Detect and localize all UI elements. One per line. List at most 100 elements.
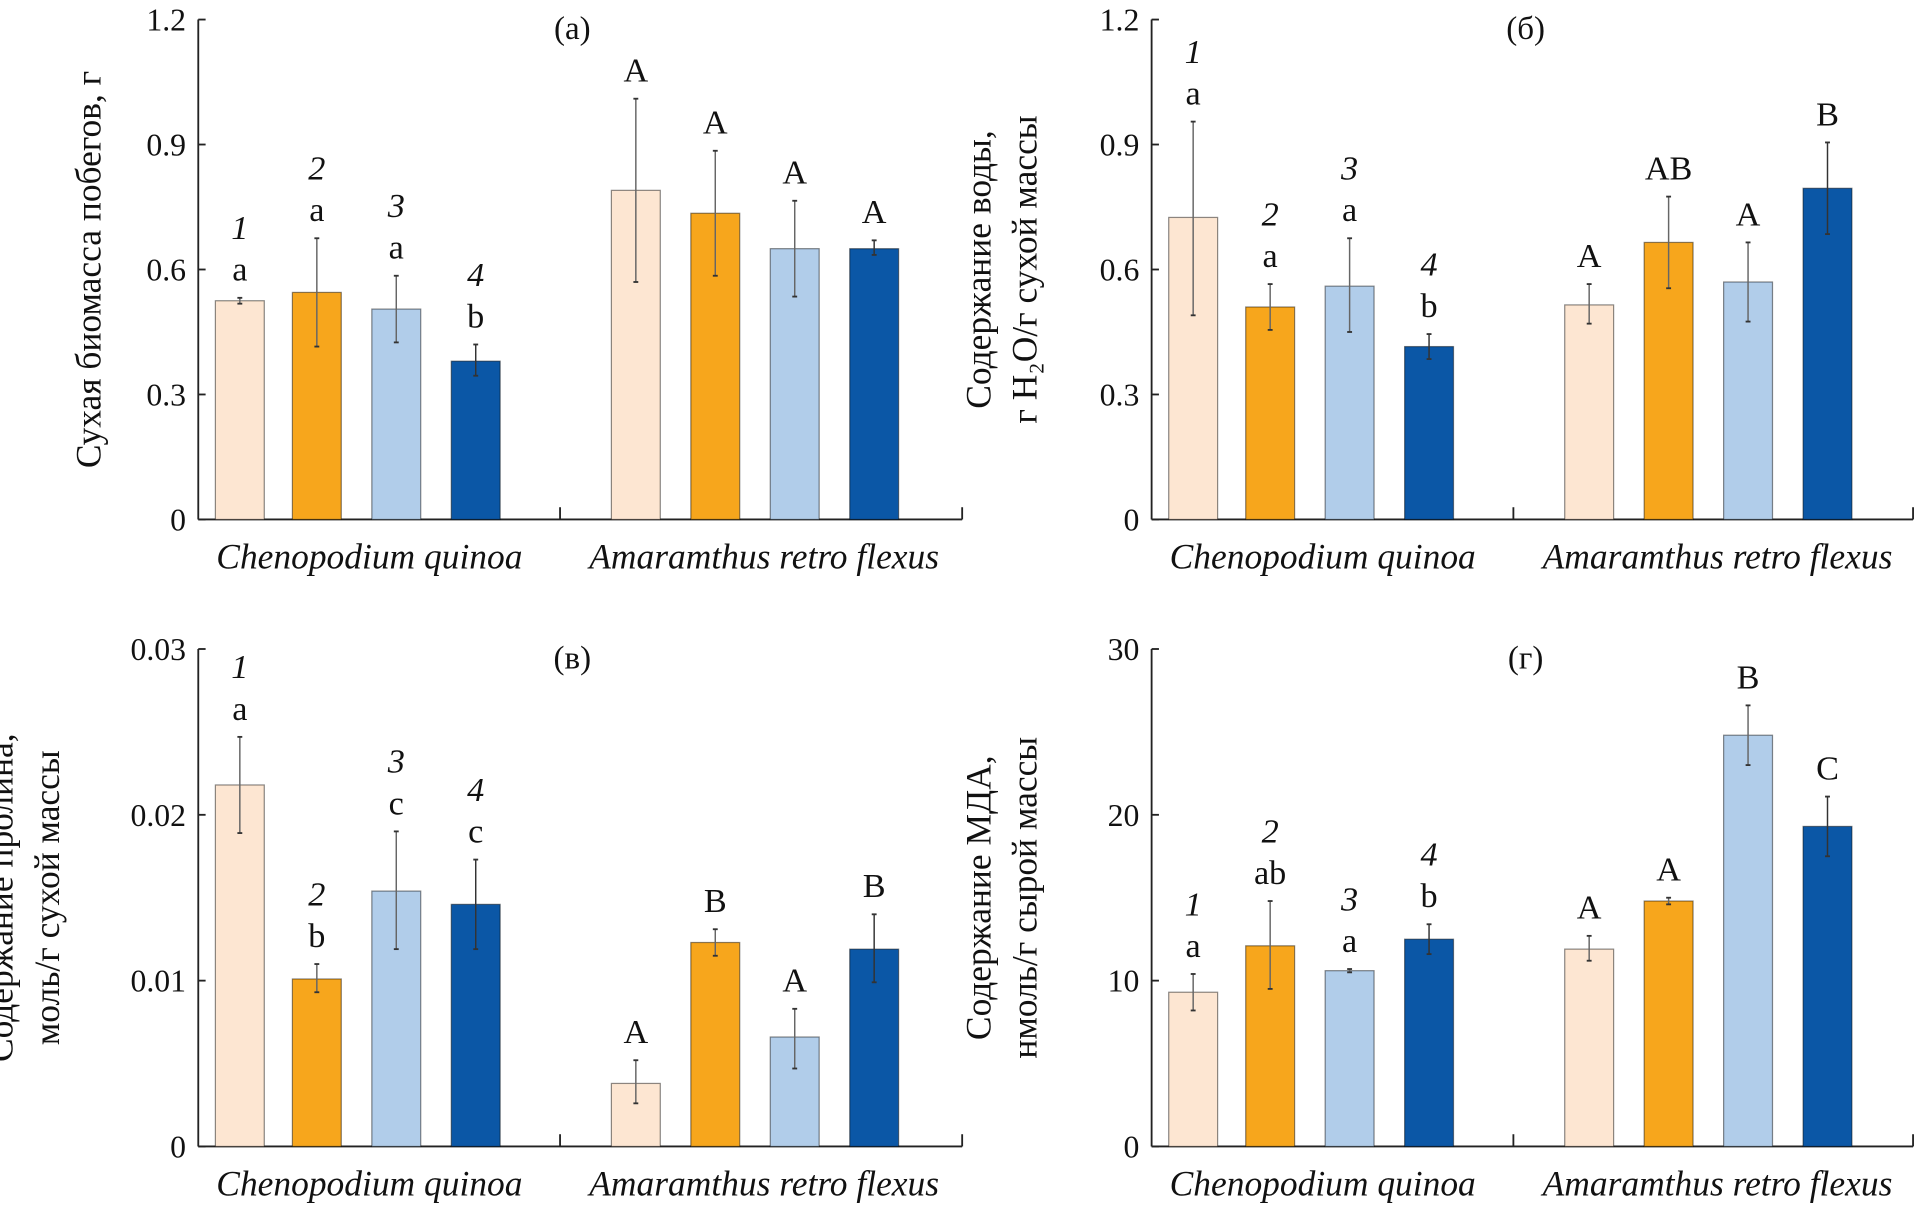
y-tick-label: 1.2	[146, 3, 186, 38]
panel-title: (г)	[1508, 641, 1544, 677]
significance-letter: B	[1816, 96, 1839, 133]
significance-letter: a	[389, 230, 404, 267]
significance-letter: b	[1421, 288, 1438, 325]
y-axis-label: Содержание МДА,	[958, 755, 998, 1040]
significance-letter: A	[1577, 890, 1602, 927]
panel-2: 0 0.3 0.6 0.9 1.2 (б) Содержание воды, г H₂O/г …	[958, 3, 1914, 576]
group-label: Chenopodium quinoa	[1170, 536, 1476, 576]
y-axis-label: Сухая биомасса побегов, г	[68, 71, 108, 468]
treatment-number: 4	[1421, 246, 1438, 283]
panel-3: 0 0.01 0.02 0.03 (в) Содержание пролина, моль/…	[0, 632, 964, 1203]
significance-letter: a	[309, 192, 324, 229]
treatment-number: 2	[308, 151, 325, 188]
significance-letter: A	[623, 53, 648, 90]
y-tick-label: 0.03	[130, 632, 186, 667]
significance-letter: AB	[1645, 150, 1693, 187]
y-tick-label: 20	[1108, 798, 1140, 833]
treatment-number: 1	[231, 649, 248, 686]
significance-letter: c	[389, 785, 404, 822]
treatment-number: 3	[387, 744, 405, 781]
significance-letter: a	[1263, 238, 1278, 275]
panel-4: 0 10 20 30 (г) Содержание МДА, нмоль/г сырой м…	[958, 632, 1914, 1203]
significance-letter: B	[1737, 659, 1760, 696]
group-label: Amaramthus retro flexus	[1541, 536, 1893, 576]
significance-letter: B	[863, 868, 886, 905]
bar	[1324, 970, 1375, 1148]
bar	[1802, 187, 1853, 521]
y-tick-label: 0.3	[1100, 377, 1140, 412]
y-tick-label: 0.6	[1100, 253, 1140, 288]
y-tick-label: 0.01	[130, 964, 186, 999]
group-label: Amaramthus retro flexus	[587, 1163, 939, 1203]
bar	[1168, 991, 1219, 1148]
treatment-number: 4	[467, 772, 484, 809]
treatment-number: 1	[1185, 886, 1202, 923]
bar	[1643, 900, 1694, 1148]
y-tick-label: 0	[1123, 502, 1139, 537]
significance-letter: A	[623, 1014, 648, 1051]
bar	[214, 300, 265, 521]
y-tick-label: 30	[1108, 632, 1140, 667]
significance-letter: a	[1186, 76, 1201, 113]
group-label: Amaramthus retro flexus	[587, 536, 939, 576]
significance-letter: A	[862, 194, 887, 231]
y-tick-label: 0	[170, 502, 186, 537]
significance-letter: A	[782, 155, 807, 192]
bar	[291, 978, 342, 1148]
y-tick-label: 0	[1123, 1129, 1139, 1164]
y-tick-label: 0.9	[1100, 128, 1140, 163]
significance-letter: b	[308, 918, 325, 955]
y-axis-label: нмоль/г сырой массы	[1005, 737, 1045, 1059]
panel-1: 0 0.3 0.6 0.9 1.2 (а) Сухая биомасса побегов, …	[68, 3, 964, 576]
bar	[1404, 938, 1455, 1148]
y-tick-label: 0.3	[146, 377, 186, 412]
y-tick-label: 0.6	[146, 253, 186, 288]
significance-letter: A	[1656, 852, 1681, 889]
treatment-number: 3	[1340, 881, 1358, 918]
significance-letter: b	[1421, 878, 1438, 915]
treatment-number: 4	[467, 257, 484, 294]
bar	[1564, 304, 1615, 521]
y-axis-label: Содержание пролина,	[0, 733, 21, 1062]
significance-letter: A	[1577, 238, 1602, 275]
bar	[1564, 948, 1615, 1148]
significance-letter: C	[1816, 750, 1839, 787]
treatment-number: 2	[1262, 813, 1279, 850]
y-tick-label: 0	[170, 1129, 186, 1164]
significance-letter: a	[1186, 928, 1201, 965]
significance-letter: c	[468, 813, 483, 850]
bar	[690, 941, 741, 1148]
treatment-number: 1	[231, 210, 248, 247]
y-tick-label: 0.02	[130, 798, 186, 833]
group-label: Chenopodium quinoa	[1170, 1163, 1476, 1203]
y-tick-label: 1.2	[1100, 3, 1140, 38]
group-label: Chenopodium quinoa	[216, 1163, 522, 1203]
significance-letter: a	[1342, 192, 1357, 229]
y-axis-label: Содержание воды,	[958, 130, 998, 408]
bar	[214, 784, 265, 1148]
significance-letter: a	[232, 691, 247, 728]
treatment-number: 2	[1262, 196, 1279, 233]
bar	[1802, 825, 1853, 1148]
y-axis-label: моль/г сухой массы	[27, 750, 67, 1045]
treatment-number: 2	[308, 876, 325, 913]
significance-letter: a	[232, 252, 247, 289]
bar	[1723, 734, 1774, 1148]
y-tick-label: 0.9	[146, 128, 186, 163]
significance-letter: ab	[1254, 855, 1286, 892]
significance-letter: A	[782, 963, 807, 1000]
panel-title: (а)	[554, 11, 591, 47]
bar	[849, 248, 900, 521]
bar	[450, 360, 501, 521]
significance-letter: a	[1342, 923, 1357, 960]
bar	[371, 308, 422, 521]
treatment-number: 4	[1421, 837, 1438, 874]
significance-letter: A	[1736, 196, 1761, 233]
significance-letter: A	[703, 105, 728, 142]
treatment-number: 1	[1185, 34, 1202, 71]
group-label: Amaramthus retro flexus	[1541, 1163, 1893, 1203]
bar	[1404, 345, 1455, 521]
y-tick-label: 10	[1108, 964, 1140, 999]
significance-letter: B	[704, 883, 727, 920]
